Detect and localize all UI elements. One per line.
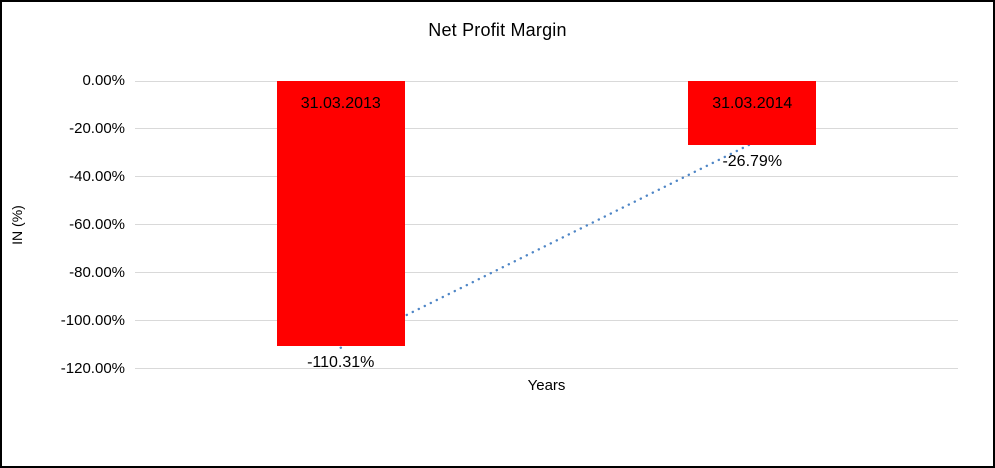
- y-tick-label: -80.00%: [69, 264, 125, 281]
- gridline: [135, 320, 958, 321]
- y-tick-label: -120.00%: [60, 360, 125, 377]
- gridline: [135, 272, 958, 273]
- gridline: [135, 368, 958, 369]
- y-tick-label: -40.00%: [69, 168, 125, 185]
- bar-category-label: 31.03.2014: [712, 95, 793, 112]
- gridline: [135, 81, 958, 82]
- bar-value-label: -26.79%: [722, 153, 783, 171]
- chart-title: Net Profit Margin: [428, 20, 567, 40]
- y-tick-label: -100.00%: [60, 312, 125, 329]
- gridline: [135, 176, 958, 177]
- plot-area: 31.03.2013 -110.31% 31.03.2014 -26.79%: [135, 81, 958, 371]
- y-tick-label: 0.00%: [82, 72, 125, 89]
- y-tick-label: -60.00%: [69, 216, 125, 233]
- trendline-dotted: [339, 142, 754, 349]
- bar-value-label: -110.31%: [307, 353, 375, 371]
- bar-category-label: 31.03.2013: [300, 95, 381, 112]
- x-axis-title: Years: [527, 377, 566, 394]
- bar-31.03.2014: 31.03.2014: [688, 81, 817, 146]
- bar-31.03.2013: 31.03.2013: [276, 81, 405, 346]
- gridline: [135, 224, 958, 225]
- gridline: [135, 128, 958, 129]
- y-tick-label: -20.00%: [69, 120, 125, 137]
